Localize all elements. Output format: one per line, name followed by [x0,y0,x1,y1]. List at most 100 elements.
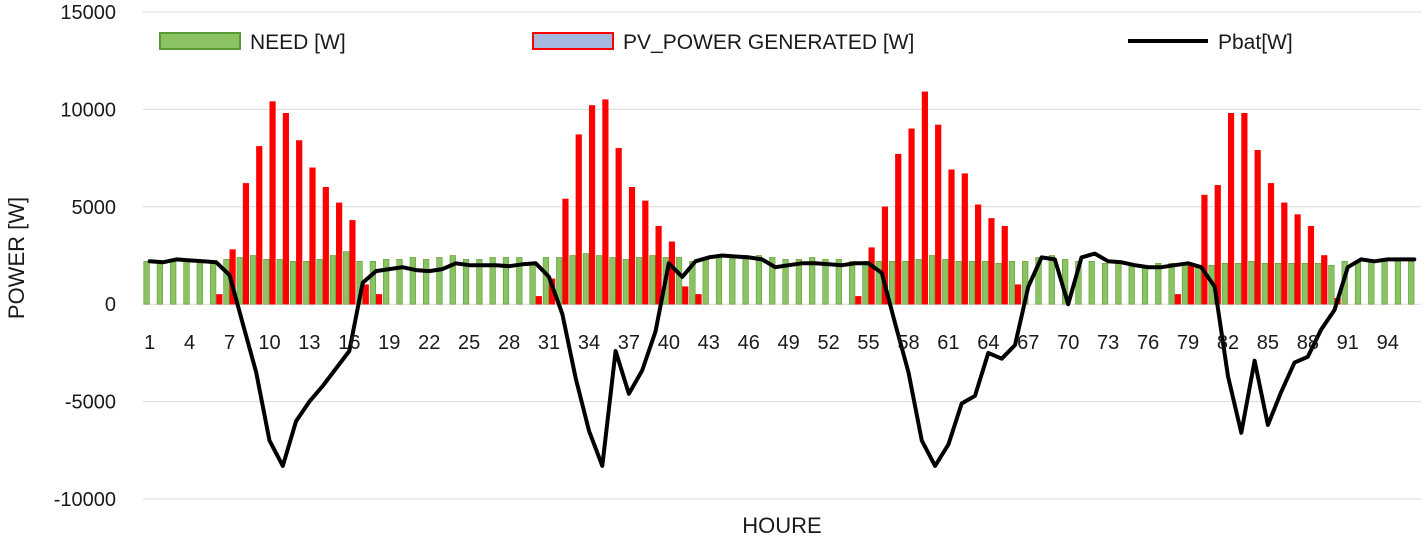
need-bar [156,262,163,305]
pv-bar [695,294,702,305]
x-tick-label: 79 [1177,332,1199,354]
x-tick-label: 16 [338,332,360,354]
y-tick-label: -5000 [65,392,116,414]
pv-bar [575,134,582,305]
x-axis-ticks: 1 4 7 10 13 16 19 22 25 28 31 34 37 40 43 46 49 52 55 58 61 6… [144,332,1399,354]
x-tick-label: 19 [378,332,400,354]
need-bar [649,255,656,305]
need-bar [236,257,243,305]
x-tick-label: 49 [778,332,800,354]
x-tick-label: 91 [1337,332,1359,354]
y-axis-title: POWER [W] [4,197,29,319]
x-tick-label: 34 [578,332,600,354]
need-bar [955,261,962,305]
need-bar [196,261,203,305]
need-bar [822,259,829,305]
need-bar [303,261,310,305]
need-bar [529,262,536,305]
need-bar [582,253,589,305]
pv-bar [908,128,915,305]
pv-bar [1174,294,1181,305]
x-tick-label: 13 [298,332,320,354]
pv-bar [1267,183,1275,305]
need-bar [329,255,337,305]
need-bar [1235,262,1242,305]
x-tick-label: 85 [1257,332,1279,354]
need-bar [436,257,443,305]
pv-bar [1254,150,1261,305]
legend-item-need: NEED [W] [159,31,346,54]
y-tick-label: 10000 [60,99,116,121]
pv-bar [336,202,343,305]
legend-swatch-need [159,32,241,50]
need-bar [782,259,789,305]
x-tick-label: 58 [897,332,919,354]
need-bar [289,261,297,305]
x-tick-label: 37 [618,332,640,354]
x-tick-label: 55 [857,332,879,354]
pv-bar [1014,284,1022,305]
legend: NEED [W] PV_POWER GENERATED [W] Pbat[W] [159,31,1293,54]
need-bar [1328,264,1335,305]
pv-bar [1321,255,1328,305]
pv-bar [1001,225,1008,305]
pv-bar [868,247,875,305]
need-bar [516,257,523,305]
pv-bar [935,124,942,305]
pv-bar [256,146,263,305]
pv-bar [362,284,369,305]
need-bar [1181,262,1189,305]
legend-swatch-pv [532,32,614,50]
need-bar [675,257,683,305]
need-bar [1128,262,1135,305]
x-tick-label: 94 [1377,332,1399,354]
need-bar [170,261,177,305]
y-axis-ticks: 15000 10000 5000 0 -5000 -10000 [54,2,116,511]
pv-bar [668,241,676,305]
need-bar [489,257,496,305]
pv-bar [349,220,356,305]
pv-bar [921,91,928,305]
need-bar [316,259,323,305]
pv-bar [322,187,329,305]
need-bar [1261,262,1268,305]
need-bar [569,255,576,305]
pv-bar [1201,194,1208,305]
need-bar [143,261,150,305]
need-bar [755,255,763,305]
pv-bar [988,218,995,305]
need-bar [1155,262,1162,305]
need-bar [1288,262,1295,305]
legend-label-pv: PV_POWER GENERATED [W] [623,31,914,54]
gridlines [143,11,1421,500]
need-bar [596,255,603,305]
pv-bar [682,286,689,305]
need-bar [449,255,456,305]
pv-bar [975,204,982,305]
need-bar [1408,261,1415,305]
need-bar [343,251,350,305]
x-tick-label: 25 [458,332,480,354]
pv-bar [615,148,622,305]
need-bar [968,261,976,305]
need-bar [729,255,736,305]
need-bar [769,257,776,305]
need-bar [223,259,230,305]
need-bar [383,259,390,305]
need-bar [622,259,629,305]
need-bar [1248,261,1255,305]
pv-bar [309,167,316,305]
need-bar [982,261,989,305]
need-bar [1394,261,1402,305]
x-tick-label: 40 [658,332,680,354]
need-bar [902,261,909,305]
pv-bar [1227,112,1235,305]
need-bar [915,259,922,305]
pv-bar [242,183,250,305]
need-bar [183,261,190,305]
need-bar [835,259,842,305]
need-bar [1381,261,1388,305]
pv-bar [895,153,902,305]
